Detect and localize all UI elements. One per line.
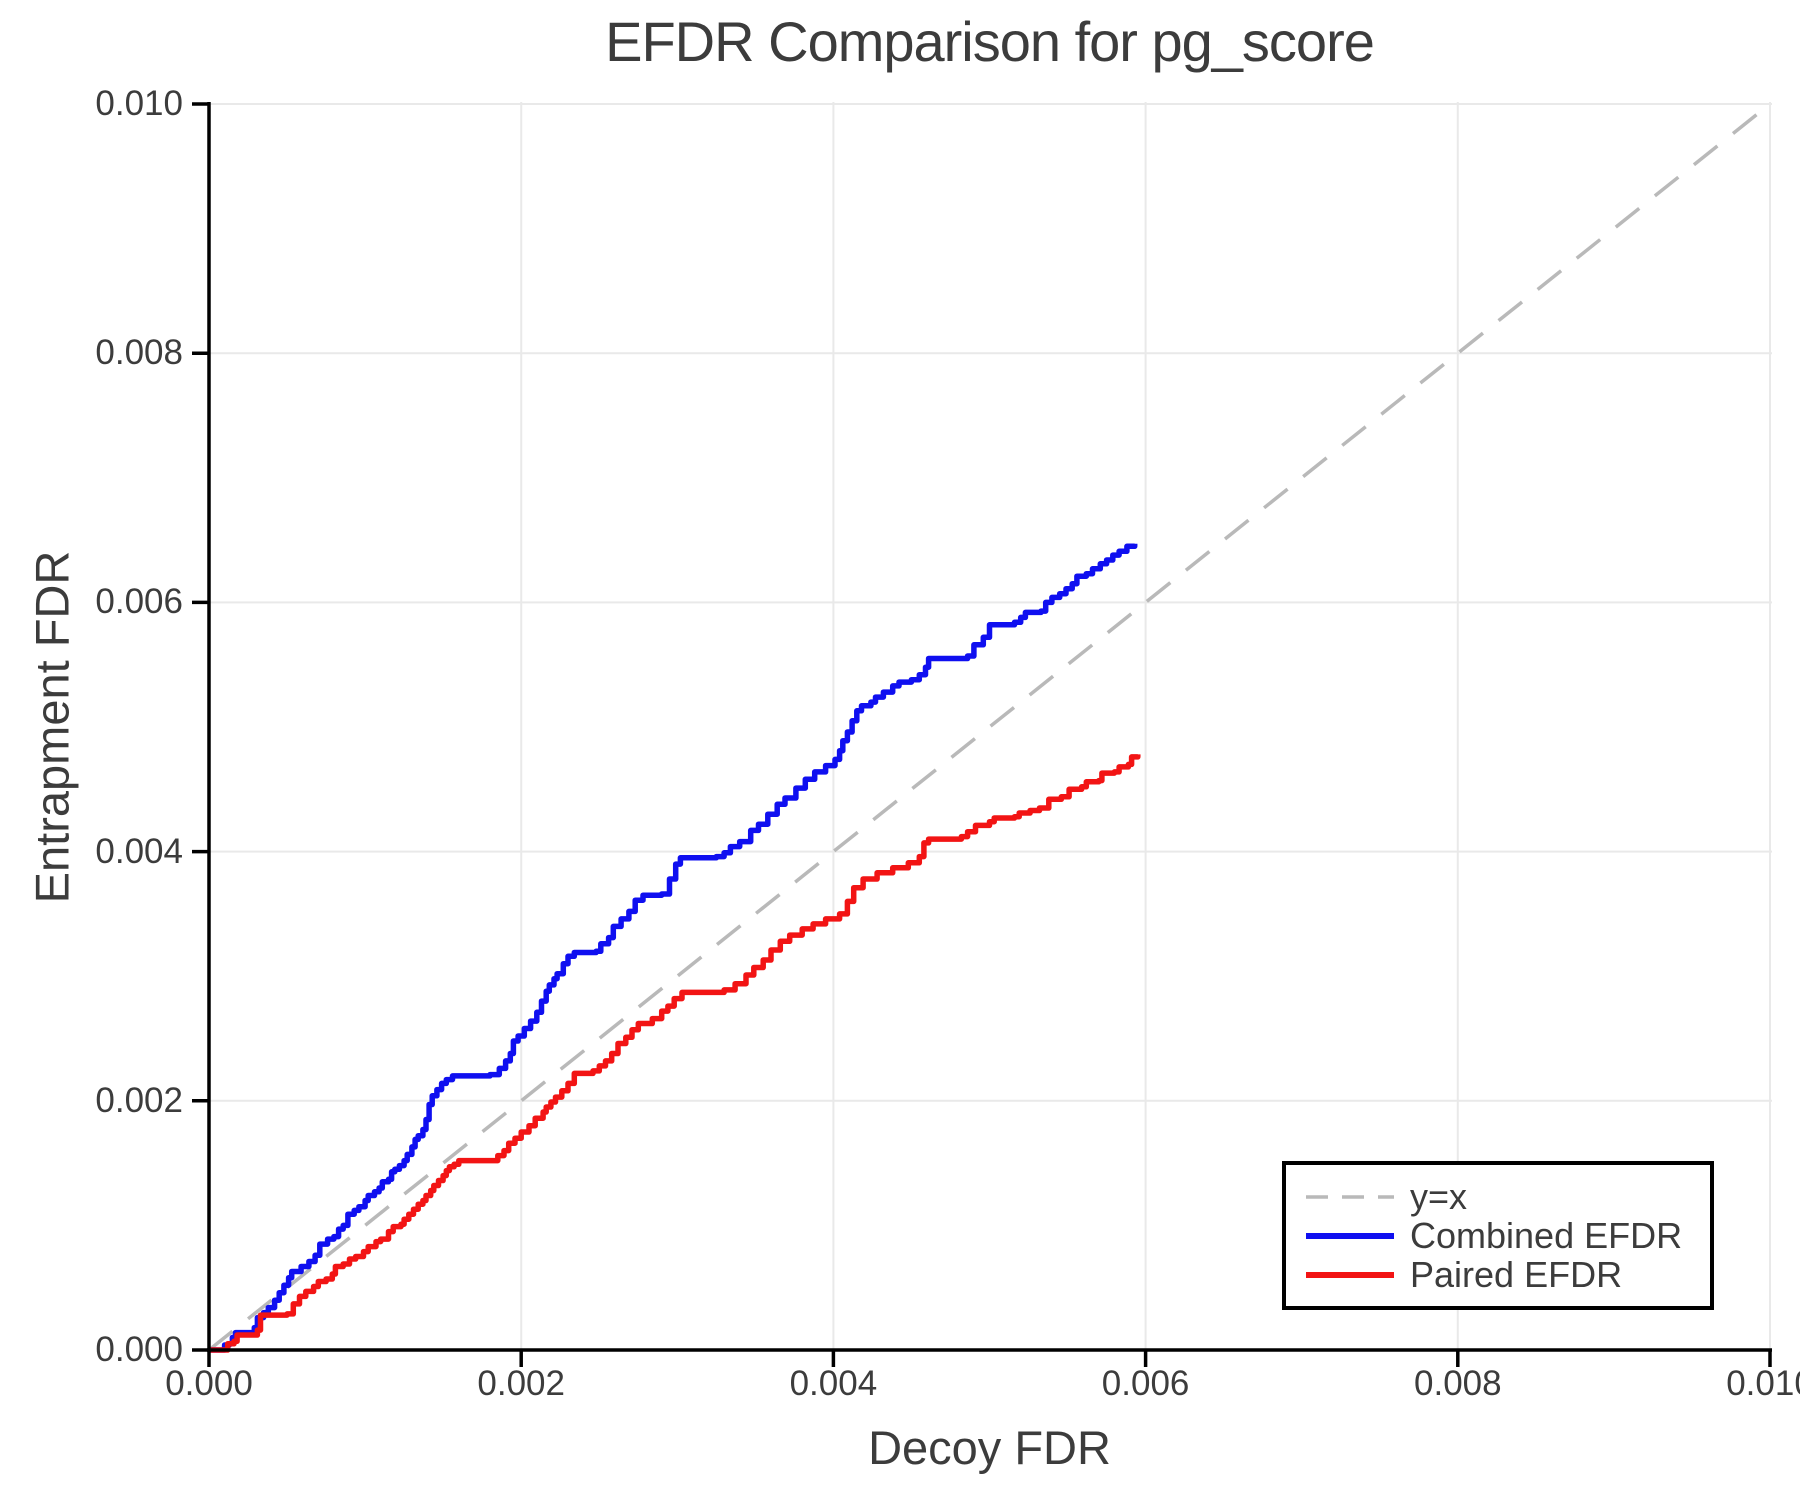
x-tick-label: 0.000 [165, 1364, 253, 1403]
x-tick-label: 0.008 [1414, 1364, 1502, 1403]
legend-label: y=x [1410, 1176, 1468, 1217]
legend-row: Combined EFDR [1286, 1216, 1710, 1255]
y-tick-label: 0.008 [95, 333, 183, 373]
legend-line-sample [1306, 1194, 1394, 1199]
y-tick-label: 0.004 [95, 831, 183, 871]
x-tick-label: 0.002 [477, 1364, 565, 1403]
series-y-x [207, 102, 1772, 1352]
series-paired-efdr [209, 754, 1141, 1353]
y-tick-label: 0.002 [95, 1080, 183, 1120]
y-tick-label: 0.006 [95, 582, 183, 622]
legend-label: Paired EFDR [1410, 1254, 1623, 1295]
chart-title: EFDR Comparison for pg_score [605, 10, 1375, 73]
x-tick-label: 0.010 [1726, 1364, 1800, 1403]
grid-lines [209, 102, 1772, 1350]
y-tick-label: 0.010 [95, 84, 183, 123]
axes-and-ticks [192, 102, 1772, 1367]
series-combined-efdr [209, 543, 1138, 1353]
legend-box: y=x Combined EFDR Paired EFDR [1282, 1161, 1714, 1310]
y-tick-label: 0.000 [95, 1330, 183, 1369]
data-series [207, 102, 1772, 1353]
legend-label: Combined EFDR [1410, 1215, 1683, 1256]
legend-line-sample [1306, 1232, 1394, 1239]
x-tick-label: 0.006 [1101, 1364, 1190, 1403]
legend-row: y=x [1286, 1177, 1710, 1216]
x-axis-label: Decoy FDR [868, 1421, 1111, 1474]
legend-row: Paired EFDR [1286, 1255, 1710, 1294]
legend-line-sample [1306, 1271, 1394, 1278]
x-tick-label: 0.004 [789, 1364, 878, 1403]
